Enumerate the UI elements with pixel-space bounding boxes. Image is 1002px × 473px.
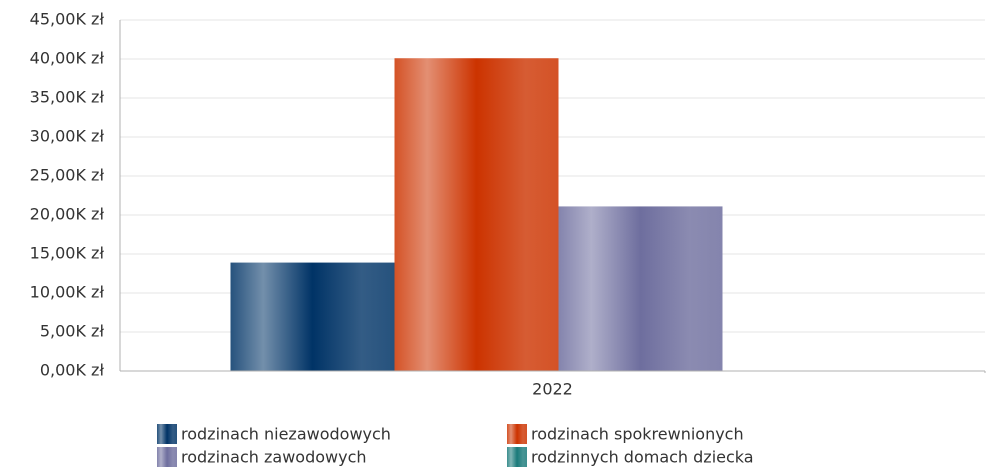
y-tick-label: 5,00K zł: [40, 322, 105, 341]
y-tick-label: 25,00K zł: [30, 166, 105, 185]
legend-label: rodzinach zawodowych: [181, 448, 367, 467]
x-tick-label: 2022: [532, 380, 573, 399]
y-tick-label: 20,00K zł: [30, 205, 105, 224]
y-tick-label: 40,00K zł: [30, 49, 105, 68]
bar: [230, 262, 395, 371]
legend-label: rodzinach niezawodowych: [181, 425, 391, 444]
legend-swatch: [507, 447, 527, 467]
bar: [558, 206, 723, 371]
legend-swatch: [507, 424, 527, 444]
y-tick-label: 0,00K zł: [40, 361, 105, 380]
y-tick-label: 35,00K zł: [30, 88, 105, 107]
y-tick-label: 15,00K zł: [30, 244, 105, 263]
y-tick-label: 10,00K zł: [30, 283, 105, 302]
legend-swatch: [157, 447, 177, 467]
legend-swatch: [157, 424, 177, 444]
bar: [394, 58, 559, 371]
y-tick-label: 45,00K zł: [30, 10, 105, 29]
legend-label: rodzinnych domach dziecka: [531, 448, 754, 467]
legend-label: rodzinach spokrewnionych: [531, 425, 744, 444]
y-tick-label: 30,00K zł: [30, 127, 105, 146]
